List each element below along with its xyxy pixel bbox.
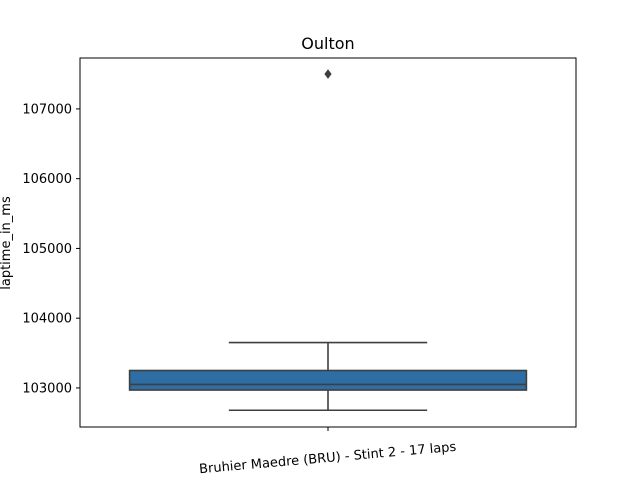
outlier-point <box>324 69 332 79</box>
y-axis-label: laptime_in_ms <box>0 196 14 290</box>
y-tick-label: 103000 <box>22 381 72 396</box>
y-tick-label: 105000 <box>22 242 72 257</box>
chart-title: Oulton <box>301 34 354 53</box>
y-tick-label: 106000 <box>22 172 72 187</box>
iqr-box <box>128 369 528 391</box>
plot-area: 103000 104000 105000 106000 107000 Bruhier Ma… <box>22 57 577 477</box>
x-tick-label: Bruhier Maedre (BRU) - Stint 2 - 17 laps <box>199 440 458 477</box>
box-group <box>128 69 528 412</box>
y-tick-label: 107000 <box>22 102 72 117</box>
y-tick-label: 104000 <box>22 312 72 327</box>
